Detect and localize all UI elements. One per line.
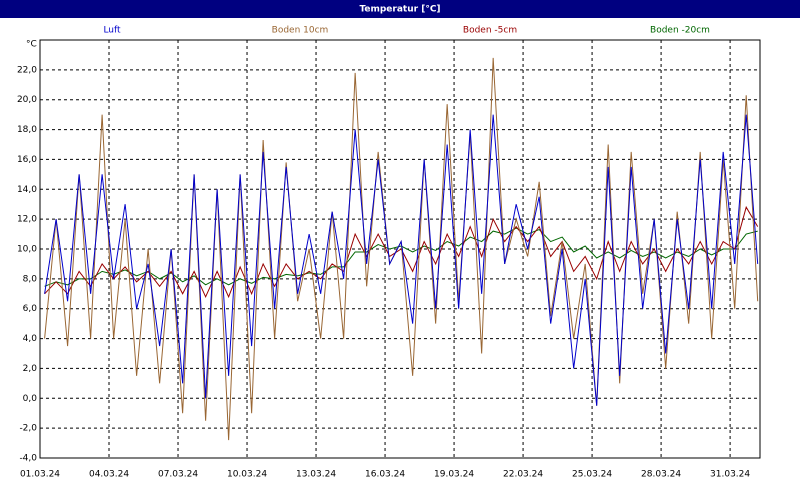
y-tick-label: 6,0 xyxy=(23,304,38,314)
legend-entry: Boden -20cm xyxy=(650,26,710,36)
x-tick-label: 10.03.24 xyxy=(227,470,267,480)
x-tick-label: 22.03.24 xyxy=(503,470,543,480)
y-tick-label: 10,0 xyxy=(17,245,37,255)
y-tick-label: 18,0 xyxy=(17,125,37,135)
x-tick-label: 07.03.24 xyxy=(158,470,198,480)
x-tick-label: 04.03.24 xyxy=(89,470,129,480)
y-tick-label: -4,0 xyxy=(19,454,37,464)
y-tick-label: 16,0 xyxy=(17,155,37,165)
y-tick-label: 12,0 xyxy=(17,215,37,225)
legend-entry: Luft xyxy=(103,26,121,36)
y-tick-label: -2,0 xyxy=(19,424,37,434)
y-tick-label: 0,0 xyxy=(23,394,38,404)
title-bar xyxy=(0,0,800,18)
x-tick-label: 19.03.24 xyxy=(434,470,474,480)
x-tick-label: 01.03.24 xyxy=(20,470,60,480)
y-tick-label: 20,0 xyxy=(17,95,37,105)
series-line xyxy=(44,114,759,406)
y-tick-label: 22,0 xyxy=(17,65,37,75)
legend-entry: Boden 10cm xyxy=(272,26,329,36)
x-tick-label: 28.03.24 xyxy=(641,470,681,480)
chart-title: Temperatur [°C] xyxy=(359,5,440,15)
x-tick-label: 16.03.24 xyxy=(365,470,405,480)
y-tick-label: 8,0 xyxy=(23,274,38,284)
legend-entry: Boden -5cm xyxy=(463,26,517,36)
y-tick-label: 2,0 xyxy=(23,364,38,374)
y-tick-label: 4,0 xyxy=(23,334,38,344)
x-tick-label: 31.03.24 xyxy=(710,470,750,480)
y-unit: °C xyxy=(26,40,37,50)
y-tick-label: 14,0 xyxy=(17,185,37,195)
x-tick-label: 13.03.24 xyxy=(296,470,336,480)
x-tick-label: 25.03.24 xyxy=(572,470,612,480)
